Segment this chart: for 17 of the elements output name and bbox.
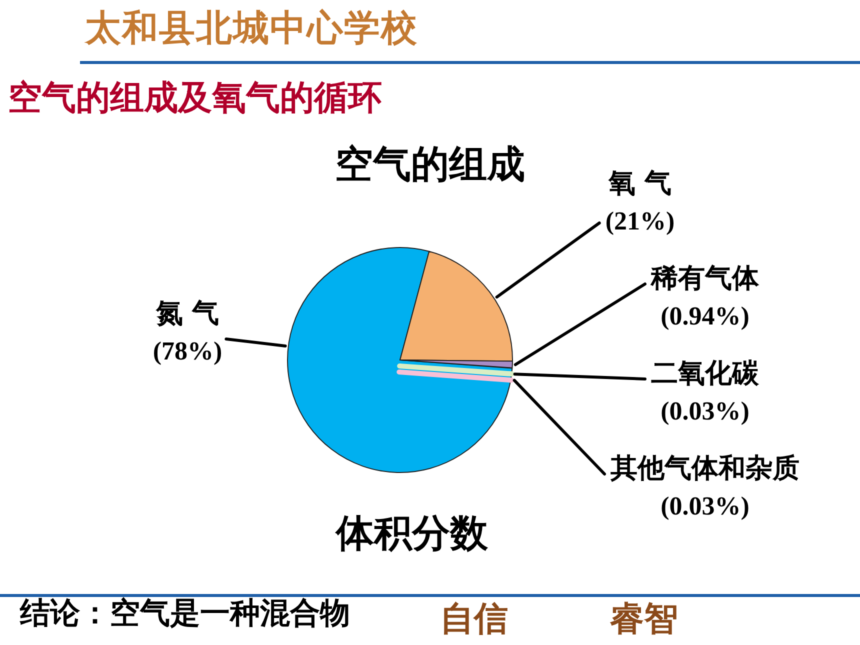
data-label: (78%) [152,336,222,366]
data-label: (0.03%) [660,396,750,426]
chart-subtitle: 空气的组成 [335,142,525,186]
data-label: (0.03%) [660,492,750,521]
slice-label: 稀有气体 [650,263,760,294]
text: 睿智 [610,599,678,640]
text: 太和县北城中心学校 [85,7,418,50]
chart-title: 空气的组成及氧气的循环 [8,78,382,118]
text: 自信 [440,599,508,640]
data-label: (0.94%) [660,302,750,331]
data-label: (21%) [605,206,675,236]
slice-label: 氮 气 [154,298,220,330]
text: 结论：空气是一种混合物 [20,596,350,632]
slice-label: 其他气体和杂质 [610,453,800,484]
slice-label: 氧 气 [607,168,672,200]
text: 体积分数 [336,511,488,556]
slice-label: 二氧化碳 [651,358,760,390]
